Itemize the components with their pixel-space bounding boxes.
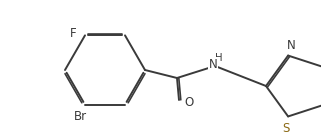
Text: Br: Br xyxy=(74,110,87,123)
Text: F: F xyxy=(70,27,76,40)
Text: N: N xyxy=(209,58,217,71)
Text: O: O xyxy=(184,95,194,108)
Text: H: H xyxy=(215,53,223,63)
Text: N: N xyxy=(287,39,296,52)
Text: S: S xyxy=(282,122,290,135)
